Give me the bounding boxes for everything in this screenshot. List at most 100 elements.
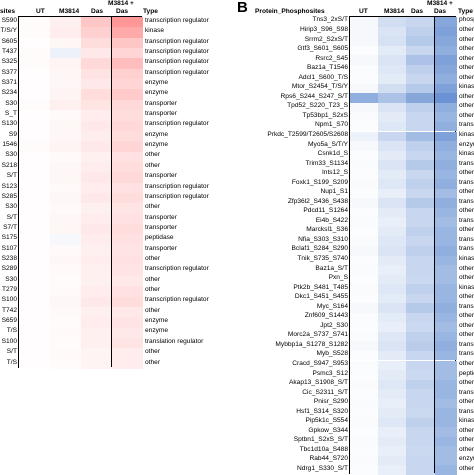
heatmap-row	[19, 317, 143, 328]
site-label: S/T	[6, 172, 17, 180]
heatmap-cell	[350, 465, 378, 475]
heatmap-cell	[435, 446, 457, 456]
heatmap-cell	[350, 246, 378, 256]
heatmap-cell	[350, 322, 378, 332]
heatmap-cell	[406, 303, 435, 313]
site-label: S7/T	[3, 223, 17, 231]
type-label: transcripti	[459, 302, 474, 310]
type-label: peptidase	[459, 369, 474, 377]
heatmap-cell	[435, 322, 457, 332]
site-label: S605	[1, 37, 17, 45]
heatmap-cell	[81, 17, 112, 28]
heatmap-cell	[350, 303, 378, 313]
heatmap-row	[19, 130, 143, 142]
heatmap-cell	[19, 141, 50, 152]
type-label: transporter	[145, 223, 177, 231]
heatmap-cell	[435, 255, 457, 266]
heatmap-row	[350, 74, 457, 84]
site-label: S100	[1, 337, 17, 345]
heatmap-cell	[112, 89, 143, 100]
heatmap-row	[19, 348, 143, 359]
heatmap-row	[19, 27, 143, 38]
site-label: S590	[1, 16, 17, 24]
type-label: kinase	[459, 283, 474, 291]
heatmap-row	[19, 110, 143, 121]
heatmap-cell	[435, 427, 457, 437]
heatmap-row	[350, 112, 457, 122]
heatmap-cell	[350, 265, 378, 275]
type-label: kinase	[459, 150, 474, 158]
heatmap-cell	[350, 398, 378, 409]
heatmap-row	[19, 265, 143, 276]
heatmap-cell	[350, 293, 378, 304]
heatmap-cell	[378, 446, 406, 456]
heatmap-cell	[112, 27, 143, 38]
heatmap-cell	[435, 26, 457, 37]
panel-a-sites-header: sites	[0, 8, 16, 15]
heatmap-cell	[50, 120, 81, 131]
heatmap-cell	[112, 327, 143, 338]
type-label: transcription regulator	[145, 192, 209, 200]
heatmap-cell	[50, 48, 81, 59]
heatmap-cell	[406, 331, 435, 342]
site-label: Pip5k1c_S554	[305, 417, 348, 425]
heatmap-cell	[406, 121, 435, 132]
heatmap-cell	[378, 465, 406, 475]
heatmap-cell	[112, 306, 143, 318]
heatmap-cell	[406, 83, 435, 94]
heatmap-row	[350, 455, 457, 466]
type-label: other	[459, 426, 474, 434]
type-label: transcripti	[459, 340, 474, 348]
type-label: translation	[459, 216, 474, 224]
site-label: Dkc1_S451_S455	[294, 293, 348, 301]
heatmap-cell	[112, 244, 143, 256]
site-label: S123	[1, 182, 17, 190]
heatmap-row	[350, 64, 457, 75]
heatmap-cell	[81, 79, 112, 90]
heatmap-cell	[435, 236, 457, 246]
heatmap-cell	[19, 193, 50, 204]
heatmap-cell	[50, 348, 81, 359]
heatmap-row	[350, 207, 457, 218]
site-label: Ptk2b_S481_T485	[293, 283, 348, 291]
heatmap-cell	[406, 436, 435, 447]
heatmap-cell	[112, 337, 143, 349]
heatmap-cell	[378, 408, 406, 418]
site-label: Myo5a_S/T/Y	[308, 140, 348, 148]
type-label: transcripti	[459, 178, 474, 186]
site-label: S659	[1, 317, 17, 325]
heatmap-cell	[81, 275, 112, 287]
site-label: S30	[5, 203, 17, 211]
heatmap-cell	[435, 17, 457, 27]
heatmap-cell	[435, 36, 457, 46]
heatmap-cell	[435, 436, 457, 447]
heatmap-cell	[81, 337, 112, 349]
heatmap-cell	[378, 398, 406, 409]
heatmap-cell	[19, 327, 50, 338]
heatmap-row	[350, 417, 457, 428]
heatmap-cell	[350, 36, 378, 46]
heatmap-cell	[435, 408, 457, 418]
type-label: other	[145, 358, 161, 366]
panel-b-letter: B	[237, 0, 248, 16]
heatmap-cell	[50, 17, 81, 28]
heatmap-cell	[435, 112, 457, 122]
heatmap-cell	[406, 455, 435, 466]
type-label: transcripti	[459, 245, 474, 253]
heatmap-cell	[350, 160, 378, 170]
heatmap-cell	[435, 417, 457, 428]
panel-a-col-ut: UT	[36, 8, 45, 15]
heatmap-cell	[350, 74, 378, 84]
heatmap-cell	[435, 93, 457, 103]
heatmap-cell	[81, 244, 112, 256]
heatmap-cell	[378, 236, 406, 246]
site-label: S9	[8, 130, 17, 138]
heatmap-row	[19, 182, 143, 193]
heatmap-cell	[406, 255, 435, 266]
heatmap-cell	[378, 379, 406, 390]
heatmap-cell	[19, 296, 50, 307]
heatmap-cell	[19, 265, 50, 276]
type-label: other	[459, 274, 474, 282]
heatmap-cell	[406, 188, 435, 199]
type-label: other	[459, 188, 474, 196]
